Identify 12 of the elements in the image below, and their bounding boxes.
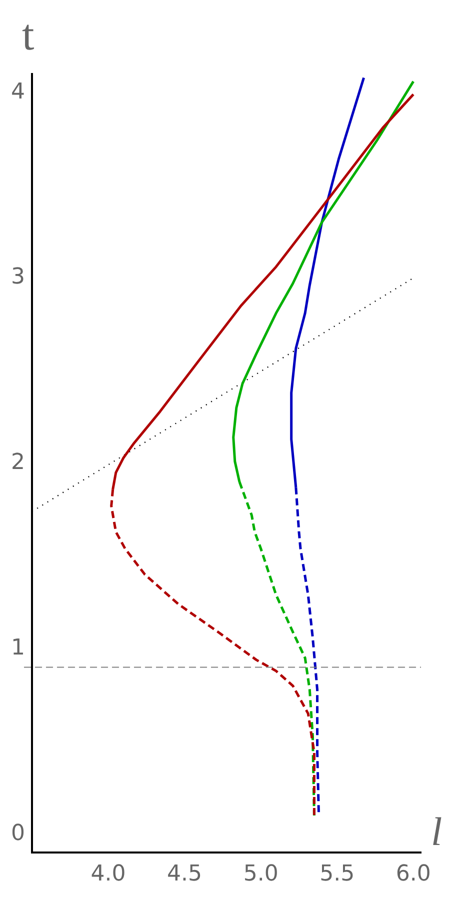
y-tick-label: 0 bbox=[10, 820, 25, 846]
x-tick-label: 4.0 bbox=[90, 862, 126, 887]
y-tick-label: 1 bbox=[10, 635, 25, 660]
x-tick-label: 5.0 bbox=[243, 862, 278, 887]
x-tick-label: 4.5 bbox=[167, 862, 202, 887]
y-tick-label: 3 bbox=[10, 264, 25, 290]
x-tick-label: 6.0 bbox=[396, 862, 431, 887]
y-axis-title: t bbox=[22, 10, 34, 60]
y-tick-label: 4 bbox=[10, 79, 25, 104]
x-tick-label: 5.5 bbox=[320, 862, 355, 887]
x-axis-title: l bbox=[431, 809, 442, 854]
y-tick-label: 2 bbox=[10, 450, 25, 476]
